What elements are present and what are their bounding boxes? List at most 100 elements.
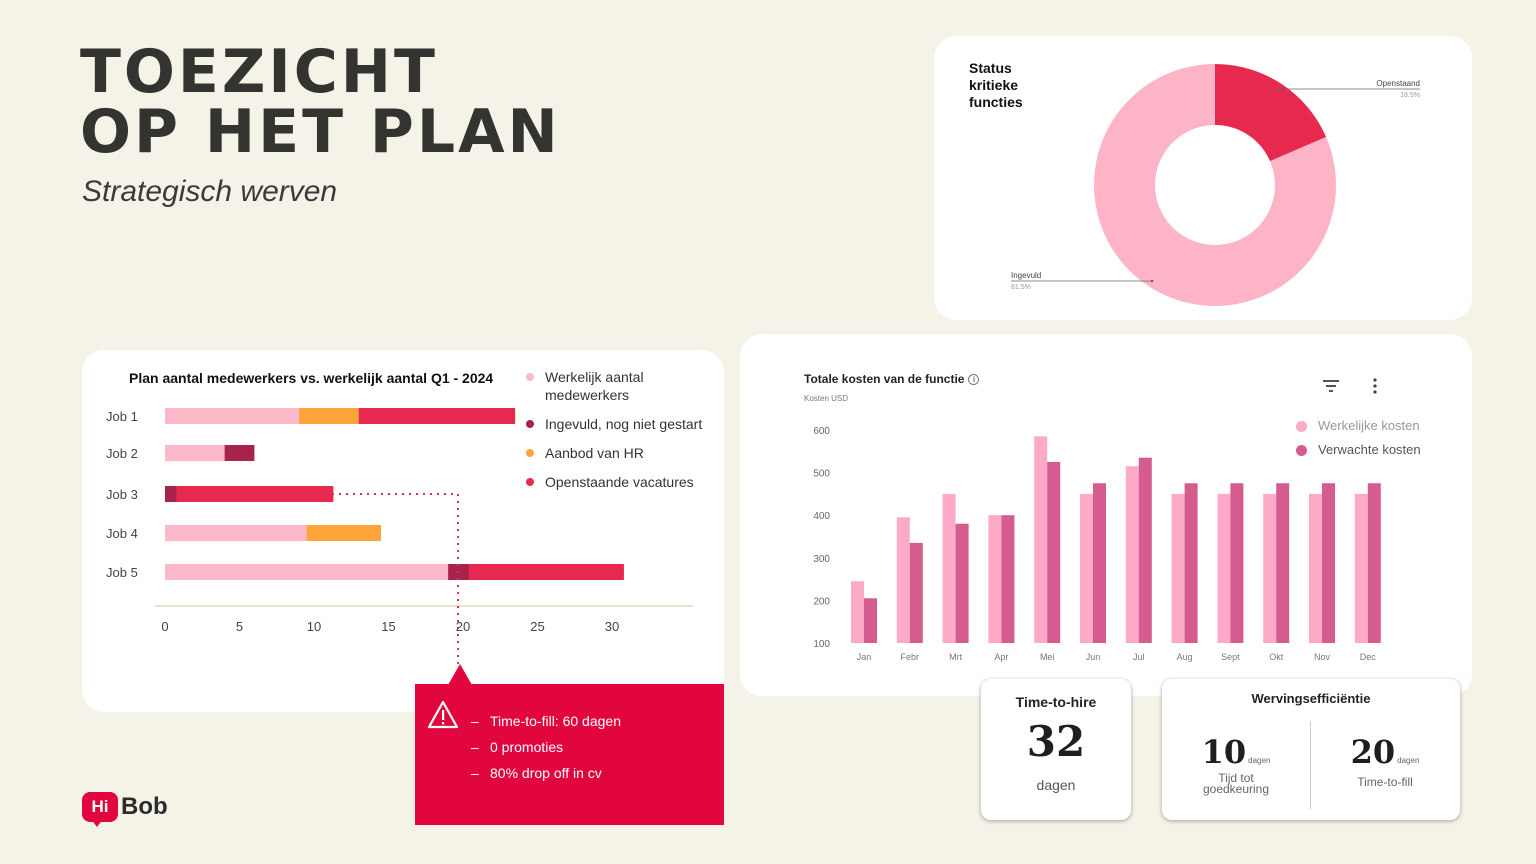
cost-bar: [896, 517, 910, 643]
cost-bar: [955, 523, 969, 643]
bar-segment: [165, 486, 177, 502]
cost-bar: [1001, 515, 1015, 643]
bar-segment: [165, 408, 300, 424]
x-tick-label: Jul: [1133, 652, 1145, 662]
x-tick-label: Dec: [1360, 652, 1377, 662]
cost-bar: [1080, 493, 1093, 643]
status-critical-functions-card: Status kritieke functies Openstaand 18.5%…: [934, 36, 1472, 320]
job-label: Job 5: [106, 565, 138, 580]
donut-label-dot: [1277, 87, 1281, 91]
cost-bar: [1322, 483, 1335, 643]
alert-text: 80% drop off in cv: [490, 765, 602, 781]
x-tick-label: 5: [236, 619, 243, 634]
y-tick-label: 100: [813, 639, 830, 650]
info-icon[interactable]: i: [968, 374, 980, 385]
cost-bar: [1217, 493, 1231, 643]
kpi-value: 32: [1026, 717, 1086, 766]
alert-callout: – Time-to-fill: 60 dagen –0 promoties –80…: [415, 684, 724, 825]
donut-slice-label: Openstaand: [1376, 79, 1420, 88]
cost-bar: [1309, 493, 1322, 643]
cost-legend: Werkelijke kosten Verwachte kosten: [1294, 414, 1421, 462]
donut-slice-label: Ingevuld: [1011, 271, 1041, 280]
x-tick-label: Apr: [994, 652, 1008, 662]
logo-tail: [91, 819, 103, 827]
donut-slice-openstaand: [1215, 64, 1327, 162]
cost-bar: [942, 493, 956, 643]
kpi-title: Wervingsefficiëntie: [1251, 691, 1371, 706]
more-vertical-icon[interactable]: [1369, 378, 1381, 394]
bar-segment: [299, 408, 359, 424]
x-tick-label: Jan: [857, 652, 872, 662]
donut-slice-value: 18.5%: [1400, 92, 1420, 99]
page-title-line-2: OP HET PLAN: [80, 97, 561, 167]
kpi-value: 10: [1201, 733, 1247, 771]
bar-segment: [165, 445, 225, 461]
recruiting-efficiency-card: Wervingsefficiëntie 10 dagen Tijd tot goe…: [1162, 679, 1460, 820]
legend-dot: [1296, 421, 1307, 432]
kpi-unit: dagen: [1397, 756, 1420, 765]
headcount-bar-chart: Job 1 Job 2 Job 3 Job 4 Job 5 0 5 10 15 20 25 30: [106, 408, 693, 634]
bar-segment: [448, 564, 469, 580]
bar-segment: [306, 525, 382, 541]
time-to-hire-card: Time-to-hire 32 dagen: [981, 679, 1131, 820]
y-tick-label: 400: [813, 511, 830, 522]
donut-chart: Openstaand 18.5% Ingevuld 81.5%: [1011, 64, 1420, 306]
kpi-divider: [1310, 721, 1311, 809]
y-tick-label: 500: [813, 469, 830, 480]
cost-bar: [1047, 461, 1061, 643]
kpi-approval-time: 10 dagen Tijd tot goedkeuring: [1162, 733, 1310, 795]
bar-segment: [468, 564, 624, 580]
cost-bar: [1230, 483, 1244, 643]
legend-label: Aanbod van HR: [545, 445, 644, 461]
cost-bar: [909, 542, 923, 643]
alert-text: 0 promoties: [490, 739, 564, 755]
cost-bar: [1171, 493, 1185, 643]
x-tick-label: Mei: [1040, 652, 1055, 662]
cost-bar: [1184, 483, 1198, 643]
warning-icon: [427, 700, 459, 729]
bar-segment: [176, 486, 334, 502]
cost-chart-subtitle: Kosten USD: [804, 394, 849, 403]
x-tick-label: Nov: [1314, 652, 1331, 662]
x-tick-label: 20: [456, 619, 470, 634]
y-tick-label: 300: [813, 554, 830, 565]
job-label: Job 4: [106, 526, 138, 541]
legend-dot: [526, 373, 534, 381]
y-tick-label: 600: [813, 426, 830, 437]
alert-item: –80% drop off in cv: [471, 760, 621, 786]
donut-label-dot: [1150, 279, 1154, 283]
cost-chart-title: Totale kosten van de functie i: [804, 372, 980, 386]
logo-hi: Hi: [82, 792, 118, 822]
filter-icon[interactable]: [1323, 380, 1339, 392]
kpi-unit: dagen: [1036, 777, 1076, 793]
cost-bar: [1354, 493, 1368, 643]
page-title: TOEZICHT OP HET PLAN: [80, 42, 561, 162]
legend-item-hr-offer: Aanbod van HR: [526, 444, 706, 462]
legend-item-actual: Werkelijk aantal medewerkers: [526, 368, 706, 404]
y-tick-label: 200: [813, 596, 830, 607]
legend-item-actual-cost: Werkelijke kosten: [1294, 414, 1421, 438]
alert-dash: –: [471, 765, 479, 781]
cost-bar: [1034, 436, 1048, 643]
job-label: Job 1: [106, 409, 138, 424]
alert-pointer: [448, 664, 472, 685]
logo-bob: Bob: [121, 793, 168, 820]
headcount-chart-title: Plan aantal medewerkers vs. werkelijk aa…: [129, 370, 494, 386]
x-tick-label: Aug: [1177, 652, 1193, 662]
kpi-title: Time-to-hire: [1015, 694, 1097, 710]
cost-bar: [1093, 483, 1106, 643]
kpi-label: Tijd tot goedkeuring: [1202, 771, 1270, 796]
legend-label: Verwachte kosten: [1318, 442, 1421, 457]
cost-bar: [1276, 483, 1290, 643]
cost-bar: [851, 581, 864, 643]
bar-segment: [358, 408, 516, 424]
x-tick-label: Mrt: [949, 652, 962, 662]
x-tick-label: Febr: [901, 652, 920, 662]
x-tick-label: 10: [307, 619, 321, 634]
kpi-time-to-fill: 20 dagen Time-to-fill: [1311, 733, 1459, 788]
x-tick-label: Jun: [1086, 652, 1101, 662]
headcount-legend: Werkelijk aantal medewerkers Ingevuld, n…: [526, 368, 706, 502]
cost-bar: [1263, 493, 1277, 643]
kpi-value: 20: [1350, 733, 1396, 771]
legend-dot: [526, 449, 534, 457]
